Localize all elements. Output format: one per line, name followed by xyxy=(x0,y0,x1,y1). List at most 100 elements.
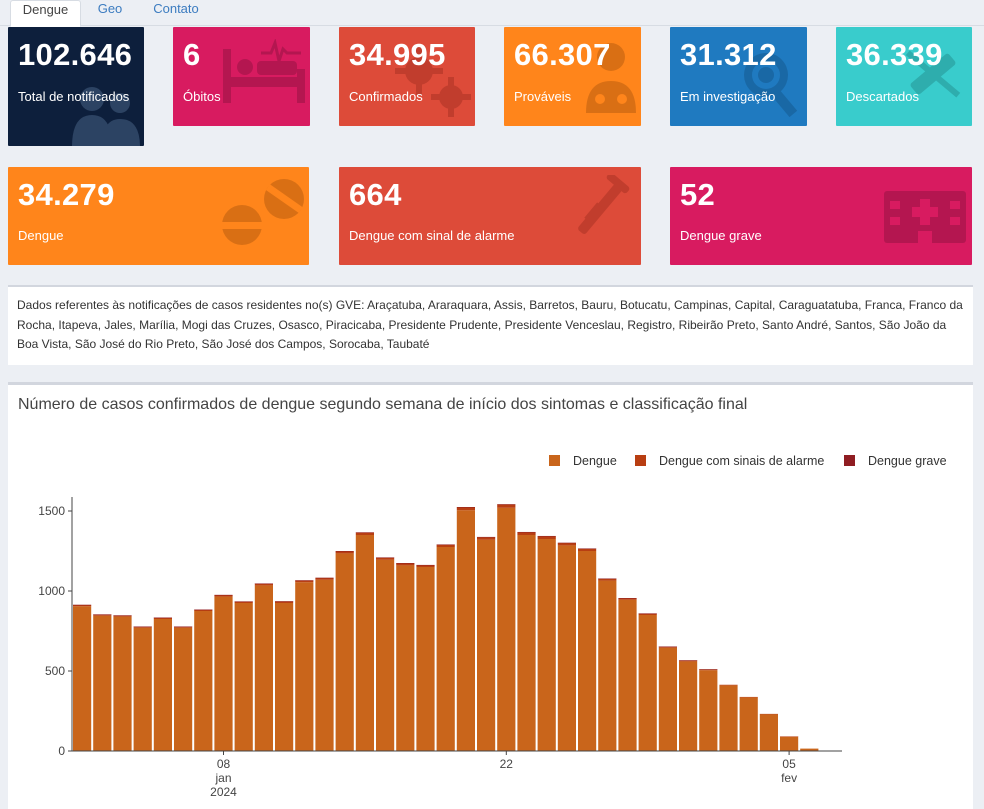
tab-contato[interactable]: Contato xyxy=(153,1,199,16)
bar-alarme xyxy=(194,609,213,611)
tab-bar: Dengue Geo Contato xyxy=(0,0,984,27)
bar-alarme xyxy=(254,583,273,586)
card-value: 31.312 xyxy=(680,37,777,72)
bar-grave xyxy=(699,669,718,670)
bar-grave xyxy=(436,544,455,545)
bar-dengue xyxy=(93,615,112,751)
bar-alarme xyxy=(133,626,152,628)
bar-dengue xyxy=(113,616,132,751)
bar-grave xyxy=(315,577,334,579)
bar-grave xyxy=(456,507,475,508)
bar-alarme xyxy=(335,551,354,554)
tab-geo[interactable]: Geo xyxy=(97,1,123,16)
card-dengue: 34.279 Dengue xyxy=(8,167,309,265)
bar-dengue xyxy=(275,603,294,751)
card-label: Confirmados xyxy=(349,89,423,104)
bar-grave xyxy=(355,532,374,533)
legend-swatch xyxy=(549,455,560,466)
hospital-icon xyxy=(884,191,966,243)
bar-alarme xyxy=(537,536,556,539)
coverage-note: Dados referentes às notificações de caso… xyxy=(8,285,973,365)
bar-alarme xyxy=(557,543,576,546)
bar-dengue xyxy=(254,585,273,751)
bar-grave xyxy=(537,535,556,537)
bar-grave xyxy=(557,542,576,544)
card-total-notificados: 102.646 Total de notificados xyxy=(8,27,144,146)
card-confirmados: 34.995 Confirmados xyxy=(339,27,475,126)
bar-dengue xyxy=(315,579,334,751)
card-dengue-grave: 52 Dengue grave xyxy=(670,167,972,265)
chart-panel: Número de casos confirmados de dengue se… xyxy=(8,382,973,809)
y-tick-label: 1000 xyxy=(38,584,65,598)
bar-grave xyxy=(497,504,516,505)
bar-dengue xyxy=(578,551,597,751)
people-icon xyxy=(72,87,140,146)
bar-alarme xyxy=(153,617,172,619)
bar-dengue xyxy=(477,539,496,751)
virus-icon xyxy=(395,47,471,117)
search-virus-icon xyxy=(744,53,798,118)
crutch-icon xyxy=(578,175,630,234)
bar-dengue xyxy=(719,685,738,751)
x-tick-sublabel: jan xyxy=(214,771,231,785)
bar-grave xyxy=(578,548,597,549)
bar-grave xyxy=(598,578,617,580)
card-value: 36.339 xyxy=(846,37,943,72)
bar-grave xyxy=(275,601,294,602)
bar-dengue xyxy=(800,748,819,751)
pills-icon xyxy=(222,179,304,245)
card-descartados: 36.339 Descartados xyxy=(836,27,972,126)
bar-dengue xyxy=(739,697,758,751)
bar-grave xyxy=(396,563,415,564)
bar-grave xyxy=(93,614,112,615)
bar-dengue xyxy=(598,580,617,751)
bar-alarme xyxy=(477,537,496,540)
bar-alarme xyxy=(174,626,193,628)
tab-dengue[interactable]: Dengue xyxy=(10,0,81,27)
bar-grave xyxy=(174,626,193,628)
bar-alarme xyxy=(275,601,294,603)
bar-grave xyxy=(416,564,435,566)
bar-grave xyxy=(153,617,172,619)
hospital-bed-icon xyxy=(223,39,305,103)
bar-dengue xyxy=(416,567,435,751)
bar-alarme xyxy=(456,507,475,511)
bar-dengue xyxy=(234,603,253,751)
bar-alarme xyxy=(295,580,314,583)
bar-alarme xyxy=(355,532,374,535)
bar-alarme xyxy=(739,696,758,698)
x-tick-label: 05 xyxy=(782,757,796,771)
bar-dengue xyxy=(456,510,475,751)
bar-dengue xyxy=(699,670,718,751)
card-label: Dengue com sinal de alarme xyxy=(349,228,515,243)
bar-grave xyxy=(517,531,536,533)
legend-swatch xyxy=(635,455,646,466)
card-value: 664 xyxy=(349,177,402,212)
bar-dengue xyxy=(497,507,516,751)
x-tick-sublabel: fev xyxy=(781,771,797,785)
bar-alarme xyxy=(436,544,455,547)
card-obitos: 6 Óbitos xyxy=(173,27,310,126)
bar-dengue xyxy=(73,606,92,751)
bar-alarme xyxy=(93,614,112,616)
bar-grave xyxy=(295,580,314,581)
legend-label: Dengue xyxy=(573,454,617,468)
chart-title: Número de casos confirmados de dengue se… xyxy=(18,396,748,413)
bar-alarme xyxy=(497,504,516,508)
legend-swatch xyxy=(844,455,855,466)
card-value: 34.279 xyxy=(18,177,115,212)
bar-grave xyxy=(335,551,354,552)
coverage-text: Dados referentes às notificações de caso… xyxy=(17,298,963,351)
bar-dengue xyxy=(376,559,395,751)
card-label: Dengue grave xyxy=(680,228,762,243)
bar-grave xyxy=(658,646,677,648)
bar-dengue xyxy=(396,565,415,751)
card-value: 52 xyxy=(680,177,716,212)
bar-alarme xyxy=(638,613,657,615)
bar-alarme xyxy=(113,615,132,617)
bar-grave xyxy=(214,594,233,596)
card-value: 6 xyxy=(183,37,201,72)
bar-grave xyxy=(618,598,637,599)
bar-dengue xyxy=(335,553,354,751)
